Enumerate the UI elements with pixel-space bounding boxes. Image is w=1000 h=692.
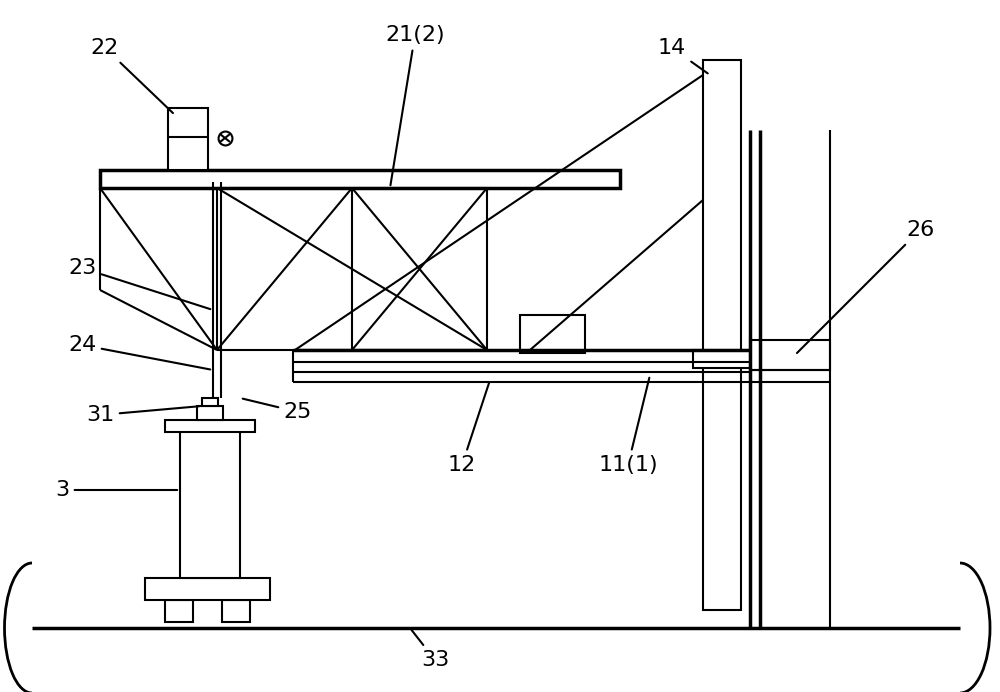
- Bar: [180, 430, 240, 578]
- Bar: [165, 420, 255, 432]
- Text: 11(1): 11(1): [598, 378, 658, 475]
- Text: 12: 12: [448, 383, 489, 475]
- Text: 26: 26: [797, 220, 934, 353]
- Text: 22: 22: [91, 38, 173, 113]
- Bar: [165, 600, 193, 622]
- Text: 31: 31: [86, 405, 199, 425]
- Text: 25: 25: [243, 399, 312, 422]
- Bar: [197, 406, 223, 420]
- Bar: [520, 315, 585, 353]
- Text: 3: 3: [55, 480, 177, 500]
- Bar: [703, 60, 741, 610]
- Bar: [145, 578, 270, 600]
- Bar: [750, 340, 830, 370]
- Bar: [222, 600, 250, 622]
- Bar: [693, 350, 751, 368]
- Bar: [202, 398, 218, 406]
- Bar: [100, 170, 620, 188]
- Text: 21(2): 21(2): [385, 25, 445, 185]
- Text: 24: 24: [68, 335, 210, 370]
- Text: 33: 33: [412, 630, 449, 670]
- Bar: [168, 108, 208, 170]
- Text: 14: 14: [658, 38, 708, 73]
- Text: 23: 23: [68, 258, 210, 309]
